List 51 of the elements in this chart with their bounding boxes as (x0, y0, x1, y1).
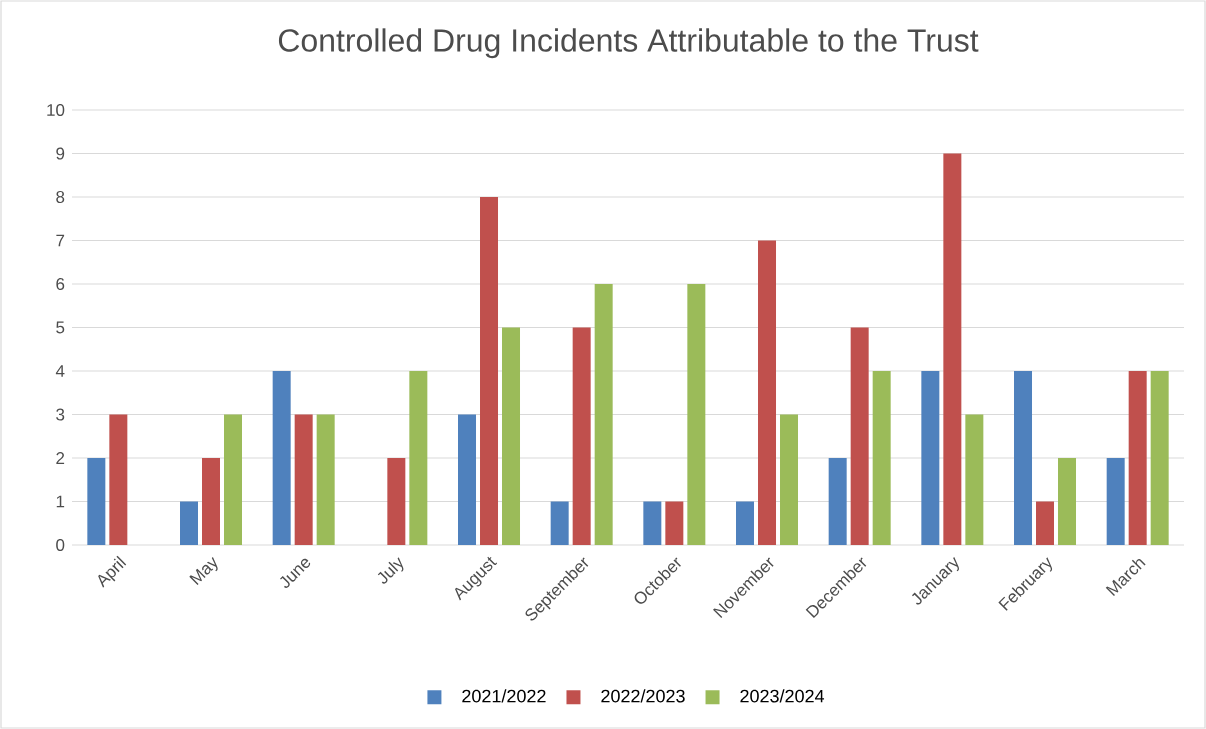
y-tick-label: 7 (56, 234, 65, 247)
chart-title: Controlled Drug Incidents Attributable to the Trust (278, 28, 979, 59)
bar (643, 501, 662, 545)
y-tick-label: 3 (56, 408, 65, 421)
bar (294, 414, 313, 545)
bar (458, 414, 477, 545)
legend-label: 2021/2022 (462, 689, 546, 703)
bar (1128, 371, 1147, 545)
legend-label: 2022/2023 (601, 689, 685, 703)
bar (272, 371, 291, 545)
y-tick-label: 8 (56, 190, 65, 203)
bar (872, 371, 891, 545)
bar (1106, 458, 1125, 545)
bar (202, 458, 220, 545)
bar (387, 458, 406, 545)
bar (480, 197, 499, 545)
bar (758, 240, 777, 545)
x-tick-label: July (377, 557, 404, 584)
y-tick-label: 2 (56, 452, 65, 464)
bar (828, 458, 847, 545)
bar (850, 327, 869, 545)
bar (550, 501, 569, 545)
y-tick-label: 9 (56, 147, 65, 160)
bar (316, 414, 335, 545)
bar (665, 501, 684, 545)
bar (943, 153, 962, 545)
bar (1058, 458, 1077, 545)
bar (687, 284, 706, 545)
bar (736, 501, 755, 545)
bar (502, 327, 521, 545)
legend-label: 2023/2024 (740, 689, 825, 703)
y-tick-label: 10 (47, 103, 65, 116)
y-tick-label: 6 (56, 277, 65, 291)
bar (409, 371, 428, 545)
bar (1150, 371, 1169, 545)
bar (780, 414, 799, 545)
bar (87, 458, 106, 545)
bar (109, 414, 128, 545)
y-tick-label: 1 (56, 495, 65, 508)
bar (1014, 371, 1033, 545)
bar (965, 414, 984, 545)
bar (180, 501, 198, 545)
bar (1036, 501, 1055, 545)
bar (224, 414, 242, 545)
y-tick-label: 5 (56, 321, 65, 334)
y-tick-label: 4 (55, 365, 65, 377)
bar (572, 327, 591, 545)
bar (594, 284, 613, 545)
y-tick-label: 0 (56, 538, 65, 552)
x-tick-label: May (189, 556, 218, 585)
bar (921, 371, 940, 545)
